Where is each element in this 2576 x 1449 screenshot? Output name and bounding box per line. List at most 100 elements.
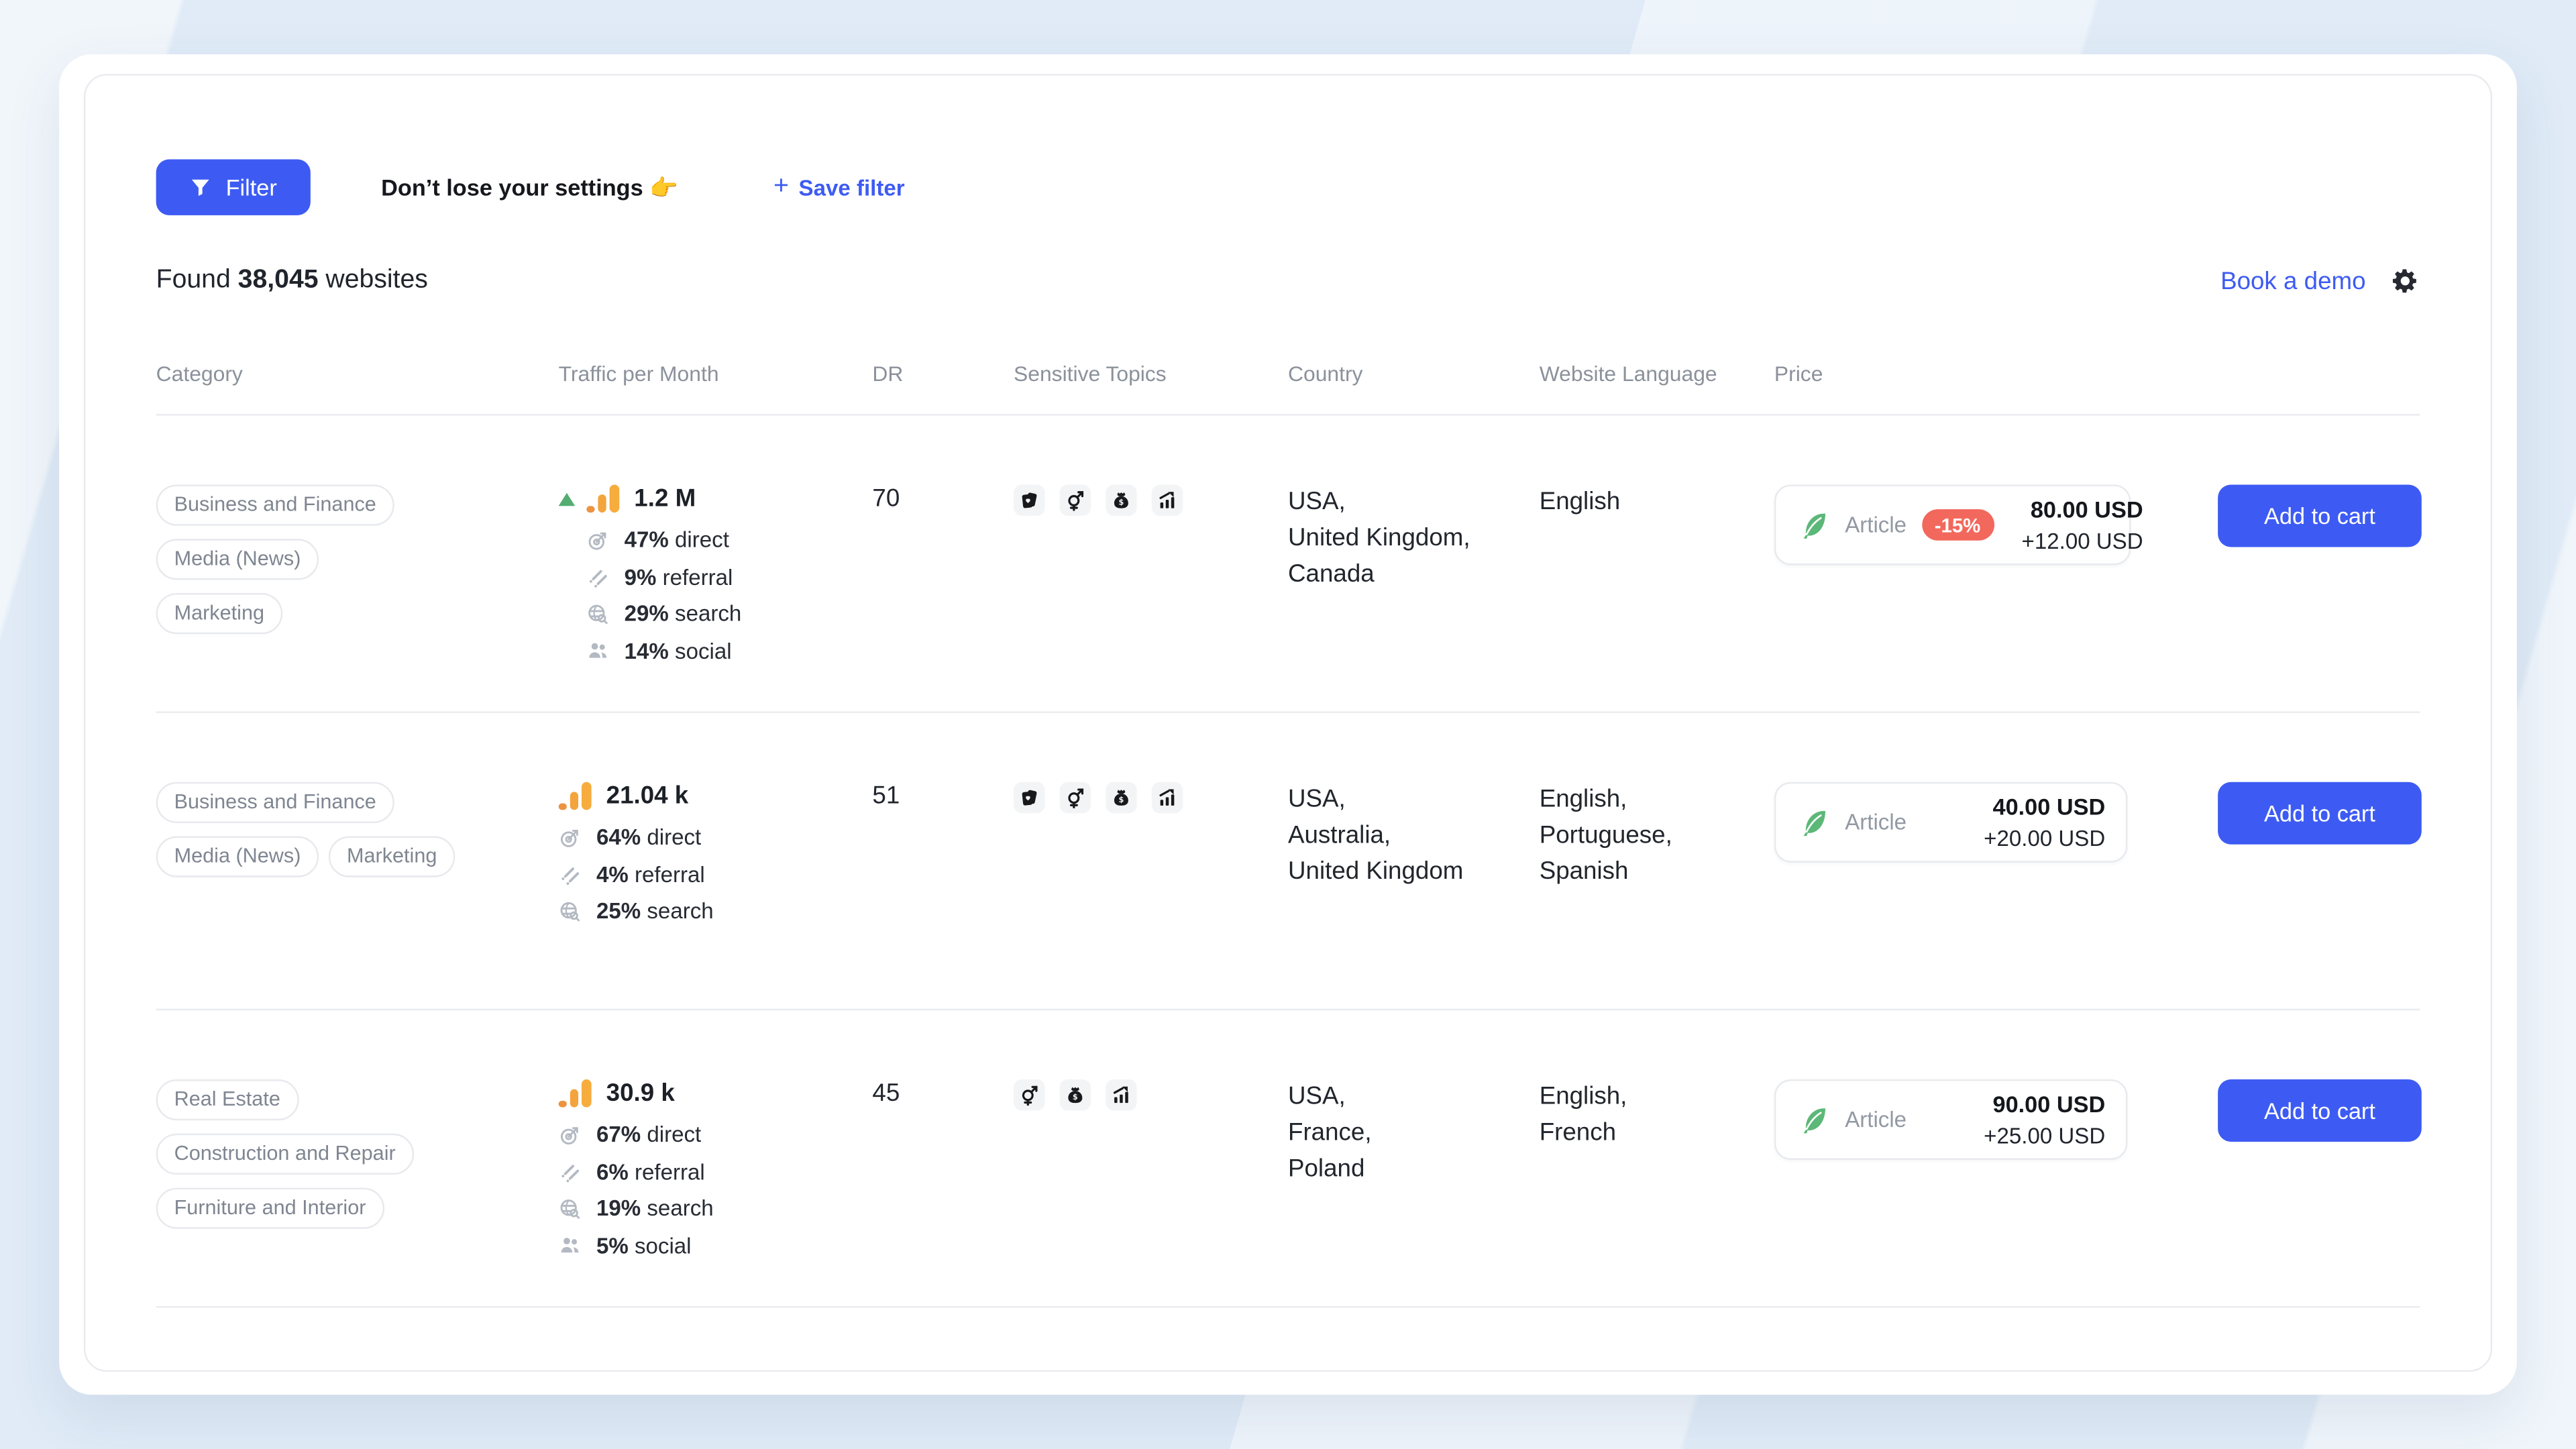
gear-icon bbox=[2392, 269, 2416, 293]
discount-badge: -15% bbox=[1921, 509, 1994, 541]
add-to-cart-button[interactable]: Add to cart bbox=[2218, 484, 2422, 547]
search-globe-icon bbox=[588, 604, 608, 623]
table-row: Business and Finance Media (News) Marketi… bbox=[156, 713, 2422, 1011]
funnel-icon bbox=[192, 179, 210, 197]
traffic-breakdown: 64% direct bbox=[596, 824, 702, 850]
money-bag-icon bbox=[1059, 1079, 1091, 1111]
language-cell: English bbox=[1539, 488, 1621, 516]
category-tag: Media (News) bbox=[156, 539, 319, 580]
analytics-bars-icon bbox=[586, 484, 620, 513]
direct-target-icon bbox=[560, 828, 578, 847]
filter-button[interactable]: Filter bbox=[156, 159, 311, 215]
category-tag: Furniture and Interior bbox=[156, 1187, 384, 1229]
traffic-breakdown: 6% referral bbox=[596, 1159, 705, 1184]
header-price: Price bbox=[1774, 361, 1823, 386]
price-extra: +25.00 USD bbox=[1984, 1122, 2106, 1148]
table-header-row: Category Traffic per Month DR Sensitive … bbox=[156, 362, 2420, 416]
sensitive-topics-cell bbox=[1014, 1079, 1288, 1258]
country-cell: USA, Australia, United Kingdom bbox=[1288, 785, 1464, 886]
traffic-total: 1.2 M bbox=[634, 484, 696, 513]
toolbar: Filter Don’t lose your settings 👉 + Save… bbox=[156, 159, 2420, 215]
referral-icon bbox=[561, 1165, 580, 1183]
price-type-label: Article bbox=[1845, 810, 1907, 835]
referral-icon bbox=[561, 867, 580, 885]
header-traffic: Traffic per Month bbox=[558, 361, 719, 386]
traffic-breakdown: 5% social bbox=[596, 1232, 692, 1258]
traffic-breakdown: 9% referral bbox=[624, 564, 733, 589]
country-cell: USA, France, Poland bbox=[1288, 1082, 1372, 1183]
save-filter-button[interactable]: + Save filter bbox=[773, 172, 905, 201]
traffic-cell: 21.04 k 64% direct 4% referral 25% searc… bbox=[558, 782, 873, 923]
traffic-breakdown: 67% direct bbox=[596, 1122, 702, 1147]
traffic-total: 21.04 k bbox=[606, 782, 689, 810]
analytics-bars-icon bbox=[558, 782, 592, 810]
price-cell: Article 40.00 USD +20.00 USD bbox=[1774, 782, 2154, 924]
price-card[interactable]: Article 90.00 USD +25.00 USD bbox=[1774, 1079, 2129, 1160]
traffic-cell: 1.2 M 47% direct 9% referral 29% search … bbox=[558, 484, 873, 663]
price-type-label: Article bbox=[1845, 513, 1907, 537]
analytics-bars-icon bbox=[558, 1079, 592, 1108]
investment-chart-icon bbox=[1106, 1079, 1137, 1111]
article-feather-icon bbox=[1803, 1106, 1827, 1134]
traffic-breakdown: 29% search bbox=[624, 601, 742, 627]
results-panel: Filter Don’t lose your settings 👉 + Save… bbox=[83, 74, 2493, 1372]
header-dr: DR bbox=[872, 361, 904, 386]
price-card[interactable]: Article -15% 80.00 USD +12.00 USD bbox=[1774, 484, 2143, 566]
category-tags: Real Estate Construction and Repair Furn… bbox=[156, 1079, 559, 1258]
article-feather-icon bbox=[1803, 809, 1827, 837]
category-tags: Business and Finance Media (News) Marketi… bbox=[156, 782, 559, 924]
header-website-language: Website Language bbox=[1539, 361, 1717, 386]
traffic-total: 30.9 k bbox=[606, 1079, 675, 1108]
found-count: 38,045 bbox=[237, 266, 319, 294]
table-row: Business and Finance Media (News) Market… bbox=[156, 416, 2422, 713]
price-amount: 90.00 USD bbox=[1992, 1089, 2106, 1117]
direct-target-icon bbox=[588, 531, 606, 549]
add-to-cart-button[interactable]: Add to cart bbox=[2218, 1079, 2422, 1142]
price-card[interactable]: Article 40.00 USD +20.00 USD bbox=[1774, 782, 2129, 863]
category-tag: Media (News) bbox=[156, 836, 319, 877]
price-extra: +20.00 USD bbox=[1984, 825, 2106, 851]
trend-up-icon bbox=[558, 492, 576, 506]
header-country: Country bbox=[1288, 361, 1363, 386]
investment-chart-icon bbox=[1151, 782, 1183, 814]
language-cell: English, Portuguese, Spanish bbox=[1539, 785, 1672, 886]
found-websites-text: Found 38,045 websites bbox=[156, 266, 428, 294]
category-tag: Real Estate bbox=[156, 1079, 299, 1121]
investment-chart-icon bbox=[1151, 484, 1183, 516]
table-row: Real Estate Construction and Repair Furn… bbox=[156, 1010, 2422, 1308]
add-to-cart-button[interactable]: Add to cart bbox=[2218, 782, 2422, 845]
sensitive-topics-cell bbox=[1014, 782, 1288, 924]
traffic-cell: 30.9 k 67% direct 6% referral 19% search… bbox=[558, 1079, 873, 1258]
country-cell: USA, United Kingdom, Canada bbox=[1288, 488, 1470, 588]
traffic-breakdown: 47% direct bbox=[624, 527, 729, 552]
dr-value: 45 bbox=[872, 1079, 900, 1108]
money-bag-icon bbox=[1106, 484, 1137, 516]
direct-target-icon bbox=[560, 1126, 578, 1144]
traffic-breakdown: 14% social bbox=[624, 638, 732, 663]
dr-value: 70 bbox=[872, 484, 900, 513]
dr-value: 51 bbox=[872, 782, 900, 810]
category-tag: Marketing bbox=[329, 836, 455, 877]
price-amount: 40.00 USD bbox=[1992, 792, 2106, 819]
social-users-icon bbox=[561, 1238, 579, 1253]
category-tag: Construction and Repair bbox=[156, 1133, 414, 1175]
book-a-demo-link[interactable]: Book a demo bbox=[2220, 266, 2366, 295]
traffic-breakdown: 19% search bbox=[596, 1195, 714, 1221]
price-cell: Article 90.00 USD +25.00 USD bbox=[1774, 1079, 2154, 1258]
price-type-label: Article bbox=[1845, 1107, 1907, 1132]
category-tags: Business and Finance Media (News) Market… bbox=[156, 484, 559, 663]
search-globe-icon bbox=[560, 901, 580, 921]
plus-icon: + bbox=[773, 172, 789, 201]
price-amount: 80.00 USD bbox=[2030, 495, 2143, 522]
social-users-icon bbox=[589, 643, 607, 658]
app-card: Filter Don’t lose your settings 👉 + Save… bbox=[59, 54, 2517, 1395]
settings-hint: Don’t lose your settings 👉 bbox=[381, 173, 678, 200]
gender-icon bbox=[1014, 1079, 1045, 1111]
category-tag: Business and Finance bbox=[156, 484, 394, 526]
sensitive-topics-cell bbox=[1014, 484, 1288, 663]
category-tag: Marketing bbox=[156, 593, 282, 635]
price-extra: +12.00 USD bbox=[2021, 528, 2143, 553]
header-sensitive-topics: Sensitive Topics bbox=[1014, 361, 1167, 386]
settings-gear-button[interactable] bbox=[2390, 266, 2420, 296]
